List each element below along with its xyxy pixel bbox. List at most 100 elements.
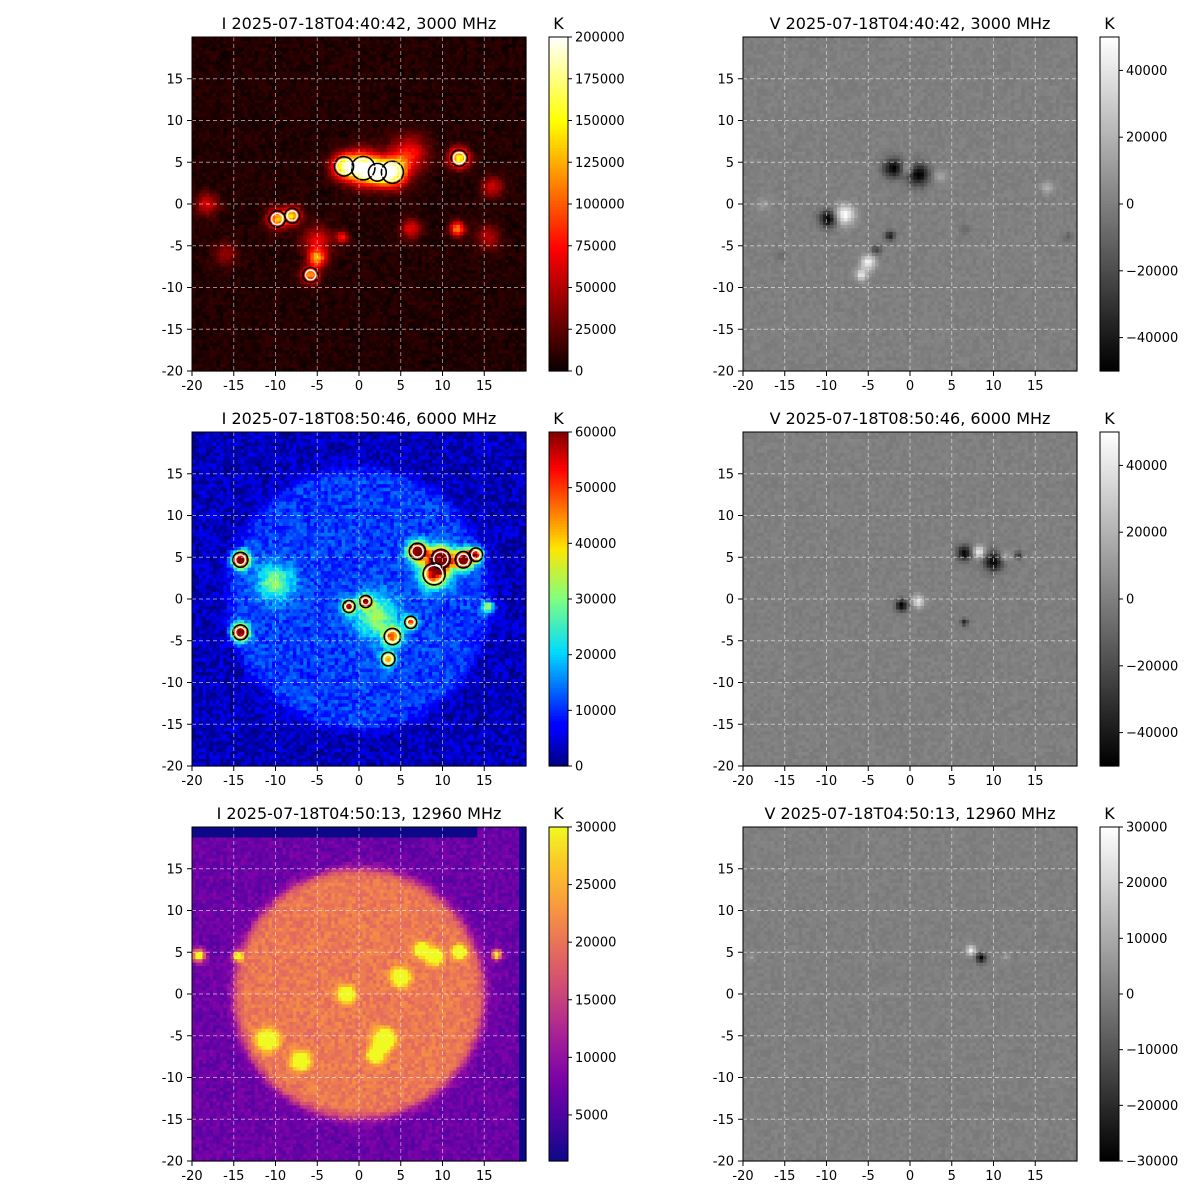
heatmap-cell xyxy=(415,54,419,58)
heatmap-cell xyxy=(241,47,245,51)
heatmap-cell xyxy=(453,51,457,55)
heatmap-cell xyxy=(456,44,460,48)
heatmap-cell xyxy=(282,61,286,65)
heatmap-cell xyxy=(206,44,210,48)
heatmap-cell xyxy=(331,37,335,41)
heatmap-cell xyxy=(293,61,297,65)
heatmap-cell xyxy=(321,61,325,65)
heatmap-cell xyxy=(300,47,304,51)
heatmap-cell xyxy=(331,44,335,48)
heatmap-cell xyxy=(408,44,412,48)
heatmap-cell xyxy=(516,37,520,41)
heatmap-cell xyxy=(519,61,523,65)
heatmap-cell xyxy=(199,58,203,62)
heatmap-cell xyxy=(456,37,460,41)
heatmap-cell xyxy=(265,61,269,65)
heatmap-cell xyxy=(230,47,234,51)
heatmap-cell xyxy=(335,58,339,62)
heatmap-cell xyxy=(227,61,231,65)
heatmap-cell xyxy=(216,40,220,44)
heatmap-cell xyxy=(352,58,356,62)
heatmap-cell xyxy=(509,54,513,58)
heatmap-cell xyxy=(192,40,196,44)
heatmap-cell xyxy=(234,37,238,41)
heatmap-cell xyxy=(223,58,227,62)
heatmap-cell xyxy=(296,40,300,44)
heatmap-cell xyxy=(383,37,387,41)
heatmap-cell xyxy=(310,37,314,41)
heatmap-cell xyxy=(220,61,224,65)
heatmap-cell xyxy=(460,47,464,51)
heatmap-cell xyxy=(300,51,304,55)
heatmap-cell xyxy=(390,47,394,51)
heatmap-cell xyxy=(474,54,478,58)
heatmap-cell xyxy=(265,54,269,58)
heatmap-cell xyxy=(477,61,481,65)
heatmap-cell xyxy=(516,54,520,58)
heatmap-cell xyxy=(255,37,259,41)
heatmap-cell xyxy=(272,40,276,44)
heatmap-cell xyxy=(317,58,321,62)
heatmap-cell xyxy=(512,44,516,48)
heatmap-cell xyxy=(380,47,384,51)
heatmap-cell xyxy=(209,51,213,55)
heatmap-cell xyxy=(502,54,506,58)
heatmap-cell xyxy=(390,40,394,44)
heatmap-cell xyxy=(241,37,245,41)
heatmap-cell xyxy=(512,58,516,62)
heatmap-cell xyxy=(404,51,408,55)
heatmap-cell xyxy=(293,54,297,58)
heatmap-cell xyxy=(286,51,290,55)
heatmap-cell xyxy=(362,47,366,51)
heatmap-cell xyxy=(474,51,478,55)
heatmap-cell xyxy=(443,47,447,51)
heatmap-cell xyxy=(376,37,380,41)
heatmap-cell xyxy=(453,61,457,65)
heatmap-cell xyxy=(199,54,203,58)
heatmap-cell xyxy=(390,44,394,48)
heatmap-cell xyxy=(505,47,509,51)
heatmap-cell xyxy=(408,54,412,58)
heatmap-cell xyxy=(324,40,328,44)
heatmap-cell xyxy=(460,61,464,65)
heatmap-cell xyxy=(415,61,419,65)
heatmap-cell xyxy=(369,47,373,51)
heatmap-cell xyxy=(443,51,447,55)
heatmap-cell xyxy=(251,54,255,58)
heatmap-cell xyxy=(324,51,328,55)
heatmap-cell xyxy=(390,54,394,58)
heatmap-cell xyxy=(262,37,266,41)
heatmap-cell xyxy=(488,61,492,65)
heatmap-cell xyxy=(206,61,210,65)
heatmap-cell xyxy=(338,37,342,41)
heatmap-cell xyxy=(237,44,241,48)
heatmap-cell xyxy=(272,47,276,51)
heatmap-cell xyxy=(519,44,523,48)
heatmap-cell xyxy=(474,58,478,62)
heatmap-cell xyxy=(338,47,342,51)
heatmap-cell xyxy=(387,37,391,41)
heatmap-cell xyxy=(376,44,380,48)
heatmap-cell xyxy=(446,47,450,51)
heatmap-cell xyxy=(436,61,440,65)
heatmap-cell xyxy=(484,37,488,41)
heatmap-cell xyxy=(394,54,398,58)
heatmap-cell xyxy=(192,58,196,62)
heatmap-cell xyxy=(519,58,523,62)
heatmap-cell xyxy=(352,61,356,65)
heatmap-cell xyxy=(474,61,478,65)
heatmap-cell xyxy=(192,44,196,48)
heatmap-cell xyxy=(470,44,474,48)
heatmap-cell xyxy=(491,61,495,65)
heatmap-cell xyxy=(498,37,502,41)
heatmap-cell xyxy=(369,44,373,48)
heatmap-cell xyxy=(484,47,488,51)
heatmap-cell xyxy=(404,37,408,41)
heatmap-cell xyxy=(237,47,241,51)
heatmap-cell xyxy=(282,58,286,62)
heatmap-cell xyxy=(495,47,499,51)
heatmap-cell xyxy=(376,61,380,65)
heatmap-cell xyxy=(387,51,391,55)
heatmap-cell xyxy=(293,58,297,62)
heatmap-cell xyxy=(366,51,370,55)
